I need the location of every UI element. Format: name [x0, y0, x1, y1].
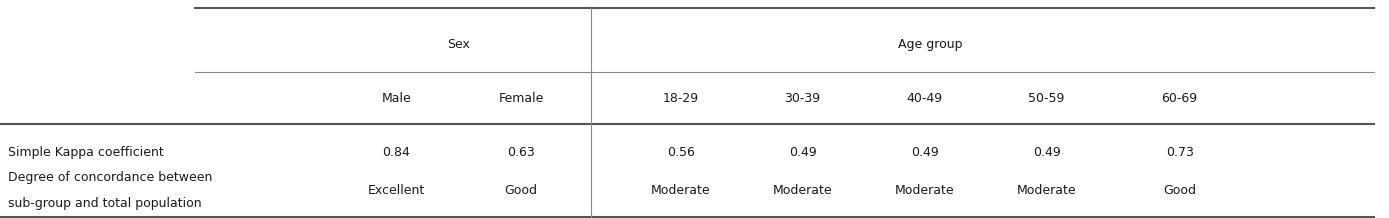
Text: 0.49: 0.49	[1033, 146, 1060, 158]
Text: Good: Good	[1163, 184, 1196, 197]
Text: Moderate: Moderate	[1017, 184, 1076, 197]
Text: 0.73: 0.73	[1165, 146, 1193, 158]
Text: Degree of concordance between: Degree of concordance between	[8, 171, 213, 184]
Text: 0.84: 0.84	[382, 146, 410, 158]
Text: sub-group and total population: sub-group and total population	[8, 197, 201, 210]
Text: Sex: Sex	[447, 38, 471, 51]
Text: 18-29: 18-29	[663, 92, 699, 105]
Text: Simple Kappa coefficient: Simple Kappa coefficient	[8, 146, 164, 158]
Text: 0.63: 0.63	[507, 146, 535, 158]
Text: 0.49: 0.49	[911, 146, 939, 158]
Text: 60-69: 60-69	[1161, 92, 1197, 105]
Text: Male: Male	[382, 92, 411, 105]
Text: 0.56: 0.56	[667, 146, 694, 158]
Text: Moderate: Moderate	[651, 184, 710, 197]
Text: Age group: Age group	[897, 38, 963, 51]
Text: Good: Good	[504, 184, 538, 197]
Text: Female: Female	[499, 92, 544, 105]
Text: 50-59: 50-59	[1028, 92, 1065, 105]
Text: Excellent: Excellent	[368, 184, 425, 197]
Text: 40-49: 40-49	[907, 92, 943, 105]
Text: Moderate: Moderate	[895, 184, 954, 197]
Text: 30-39: 30-39	[785, 92, 821, 105]
Text: 0.49: 0.49	[789, 146, 817, 158]
Text: Moderate: Moderate	[772, 184, 832, 197]
